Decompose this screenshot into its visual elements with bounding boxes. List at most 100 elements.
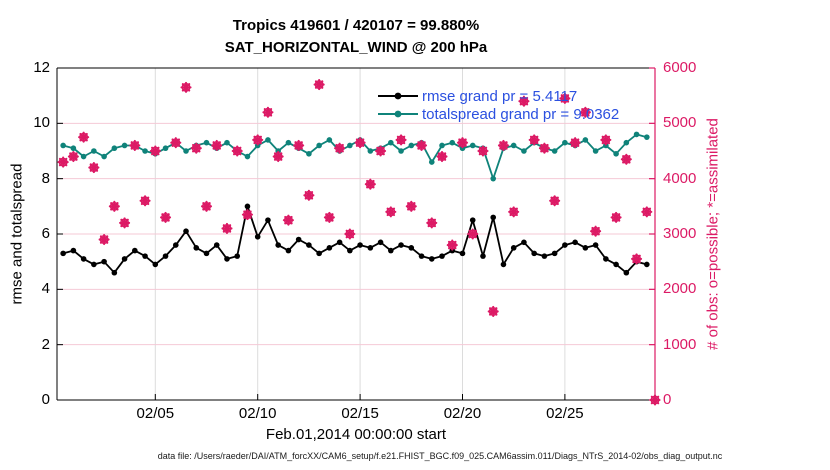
plot-title-variable: SAT_HORIZONTAL_WIND @ 200 hPa [224, 39, 488, 56]
assimilated-obs-marker [477, 145, 489, 157]
totalspread-marker [633, 131, 640, 138]
legend-label: totalspread grand pr = 9.0362 [422, 105, 620, 123]
assimilated-obs-marker [231, 145, 243, 157]
assimilated-obs-marker [375, 145, 387, 157]
right-tick-label: 6000 [663, 59, 697, 76]
rmse-marker [234, 253, 241, 259]
assimilated-obs-marker [559, 92, 571, 104]
legend: rmse grand pr = 5.4117 totalspread grand … [377, 87, 619, 123]
totalspread-marker [121, 142, 128, 149]
legend-item-rmse[interactable]: rmse grand pr = 5.4117 [377, 87, 619, 105]
assimilated-obs-marker [590, 225, 602, 237]
assimilated-obs-marker [211, 139, 223, 152]
rmse-marker [418, 253, 425, 259]
totalspread-marker [428, 159, 435, 165]
rmse-marker [500, 261, 507, 268]
assimilated-obs-marker [405, 200, 417, 212]
assimilated-obs-marker [221, 222, 233, 235]
totalspread-marker [551, 148, 558, 154]
rmse-marker [582, 245, 589, 251]
assimilated-obs-marker [139, 195, 151, 207]
right-tick-label: 3000 [663, 225, 697, 242]
rmse-marker [152, 261, 159, 268]
rmse-marker [60, 250, 66, 257]
assimilated-obs-marker [159, 211, 172, 223]
assimilated-obs-marker [549, 195, 561, 207]
assimilated-obs-marker [446, 239, 458, 251]
rmse-marker [480, 253, 486, 259]
rmse-marker [254, 233, 261, 240]
assimilated-obs-marker [610, 211, 622, 223]
right-tick-label: 0 [663, 391, 672, 408]
totalspread-marker [398, 148, 404, 154]
assimilated-obs-marker [170, 137, 182, 149]
totalspread-marker [101, 153, 107, 160]
rmse-marker [213, 242, 220, 248]
totalspread-marker [469, 142, 476, 149]
rmse-marker [613, 261, 619, 268]
totalspread-marker [142, 148, 148, 154]
assimilated-obs-marker [119, 217, 131, 229]
rmse-marker [142, 253, 148, 259]
totalspread-marker [203, 139, 210, 146]
assimilated-obs-marker [641, 206, 653, 218]
rmse-line [62, 205, 648, 274]
assimilated-obs-marker [620, 153, 632, 165]
left-tick-label: 6 [41, 225, 50, 242]
assimilated-obs-marker [600, 134, 612, 146]
legend-sample-marker [394, 110, 402, 118]
rmse-marker [469, 217, 476, 223]
right-tick-label: 5000 [663, 114, 697, 132]
rmse-marker [295, 236, 302, 243]
assimilated-obs-marker [241, 209, 254, 221]
rmse-marker [377, 239, 384, 246]
totalspread-marker [80, 153, 87, 160]
assimilated-obs-marker [354, 137, 366, 149]
totalspread-marker [306, 150, 312, 157]
rmse-marker [408, 245, 415, 251]
legend-item-totalspread[interactable]: totalspread grand pr = 9.0362 [377, 105, 619, 123]
rmse-marker [101, 258, 107, 265]
assimilated-obs-marker [88, 162, 100, 174]
x-tick-label: 02/20 [443, 405, 482, 422]
rmse-marker [347, 247, 353, 254]
plot-title-ratio: Tropics 419601 / 420107 = 99.880% [232, 17, 480, 34]
assimilated-obs-marker [528, 134, 540, 146]
rmse-marker [306, 242, 312, 248]
totalspread-marker [326, 137, 333, 143]
totalspread-marker [562, 139, 568, 146]
rmse-marker [562, 242, 568, 248]
rmse-marker [398, 242, 404, 248]
totalspread-marker [449, 139, 456, 146]
rmse-marker [244, 203, 251, 210]
rmse-marker [172, 242, 179, 248]
totalspread-marker [388, 139, 394, 146]
totalspread-marker [623, 139, 630, 146]
rmse-marker [644, 261, 650, 268]
left-axis-label: rmse and totalspread [8, 163, 26, 305]
assimilated-obs-marker [569, 137, 581, 149]
legend-line-sample [378, 92, 418, 100]
assimilated-obs-marker [344, 228, 356, 240]
left-tick-label: 10 [33, 114, 50, 132]
rmse-marker [265, 217, 271, 223]
assimilated-obs-marker [149, 145, 161, 157]
x-tick-label: 02/10 [238, 405, 277, 422]
assimilated-obs-marker [252, 134, 264, 146]
rmse-marker [367, 245, 374, 251]
rmse-marker [572, 239, 578, 246]
assimilated-obs-marker [415, 139, 428, 152]
left-tick-label: 12 [33, 59, 50, 76]
rmse-marker [111, 269, 118, 276]
assimilated-obs-marker [303, 189, 315, 201]
right-axis-label: # of obs: o=possible; *=assimilated [704, 118, 722, 350]
totalspread-marker [582, 137, 589, 143]
assimilated-obs-marker [78, 131, 90, 143]
rmse-marker [162, 253, 169, 259]
rmse-marker [623, 269, 630, 276]
assimilated-obs-marker [518, 95, 530, 107]
assimilated-obs-marker [497, 139, 510, 152]
legend-label: rmse grand pr = 5.4117 [422, 87, 578, 105]
